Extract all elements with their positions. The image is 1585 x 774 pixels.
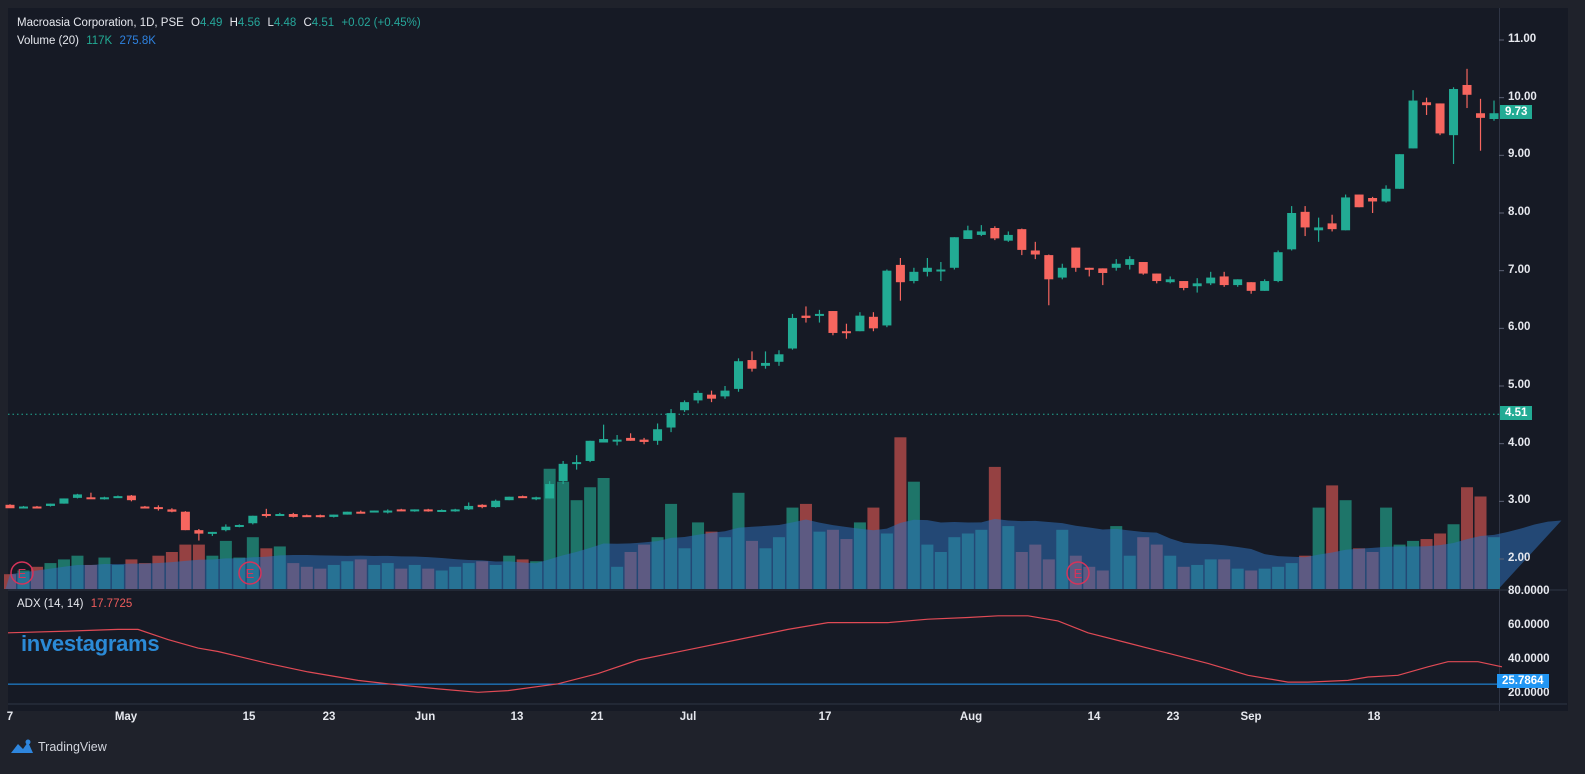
price-tick: 8.00: [1508, 206, 1531, 218]
volume-value: 117K: [86, 35, 113, 47]
adx-value: 17.7725: [90, 598, 133, 610]
earnings-icon[interactable]: E: [1066, 561, 1090, 585]
symbol-legend: Macroasia Corporation, 1D, PSE O4.49 H4.…: [17, 17, 425, 29]
volume-bars: [4, 437, 1562, 589]
volume-ma-value: 275.8K: [119, 35, 156, 47]
price-tick: 6.00: [1508, 321, 1531, 334]
date-tick: 21: [590, 711, 604, 723]
adx-line: [7, 615, 1503, 693]
date-tick: 15: [242, 711, 256, 723]
volume-ma-area: [5, 518, 1562, 589]
high-value: 4.56: [237, 17, 261, 29]
volume-label: Volume (20): [17, 35, 80, 47]
tradingview-logo-icon: [11, 739, 33, 753]
price-tick: 3.00: [1508, 494, 1531, 507]
date-tick: Sep: [1240, 711, 1262, 723]
date-tick: Jun: [414, 711, 436, 723]
price-tick: 10.00: [1508, 90, 1537, 103]
adx-legend: ADX (14, 14) 17.7725: [17, 598, 136, 610]
adx-tick: 60.0000: [1508, 619, 1550, 631]
price-axis[interactable]: [1499, 8, 1568, 711]
price-tick: 4.00: [1508, 436, 1531, 449]
date-tick: Jul: [679, 711, 697, 723]
price-tick: 5.00: [1508, 379, 1531, 391]
earnings-icon[interactable]: E: [10, 561, 34, 585]
svg-text:E: E: [246, 566, 255, 581]
date-tick: Aug: [959, 711, 983, 723]
date-tick: 17: [818, 711, 832, 723]
candlesticks: [5, 68, 1499, 541]
adx-label: ADX (14, 14): [17, 598, 84, 610]
svg-text:E: E: [18, 566, 27, 581]
date-tick: May: [114, 711, 138, 723]
adx-tick: 80.0000: [1508, 585, 1550, 597]
adx-pane: [7, 615, 1503, 693]
price-tick: 2.00: [1508, 552, 1531, 564]
earnings-icon[interactable]: E: [238, 561, 262, 585]
svg-text:E: E: [1074, 566, 1083, 581]
price-tick: 11.00: [1508, 33, 1537, 45]
date-tick: 7: [6, 711, 14, 723]
price-tick: 7.00: [1508, 263, 1531, 276]
last-price-badge: 9.73: [1500, 105, 1533, 120]
tradingview-label: TradingView: [38, 740, 107, 754]
date-tick: 14: [1087, 711, 1101, 723]
symbol-title: Macroasia Corporation, 1D, PSE: [17, 17, 184, 29]
change-value: +0.02 (+0.45%): [341, 17, 421, 29]
adx-tick: 40.0000: [1508, 653, 1550, 665]
low-value: 4.48: [273, 17, 297, 29]
open-label: O: [191, 17, 200, 29]
date-tick: 23: [322, 711, 336, 723]
close-value: 4.51: [311, 17, 335, 29]
low-label: L: [267, 17, 274, 29]
open-value: 4.49: [199, 17, 223, 29]
adx-level-badge: 25.7864: [1497, 674, 1549, 688]
close-label: C: [303, 17, 312, 29]
crosshair-price-badge: 4.51: [1500, 406, 1533, 421]
investagrams-watermark: investagrams: [21, 631, 160, 656]
date-tick: 13: [510, 711, 524, 723]
high-label: H: [229, 17, 238, 29]
date-tick: 18: [1367, 711, 1381, 723]
tradingview-logo[interactable]: TradingView: [10, 739, 107, 755]
chart-plot-area[interactable]: [8, 8, 1499, 711]
date-tick: 23: [1166, 711, 1180, 723]
adx-tick: 20.0000: [1508, 687, 1550, 699]
volume-legend: Volume (20) 117K 275.8K: [17, 35, 160, 47]
price-tick: 9.00: [1508, 148, 1531, 161]
